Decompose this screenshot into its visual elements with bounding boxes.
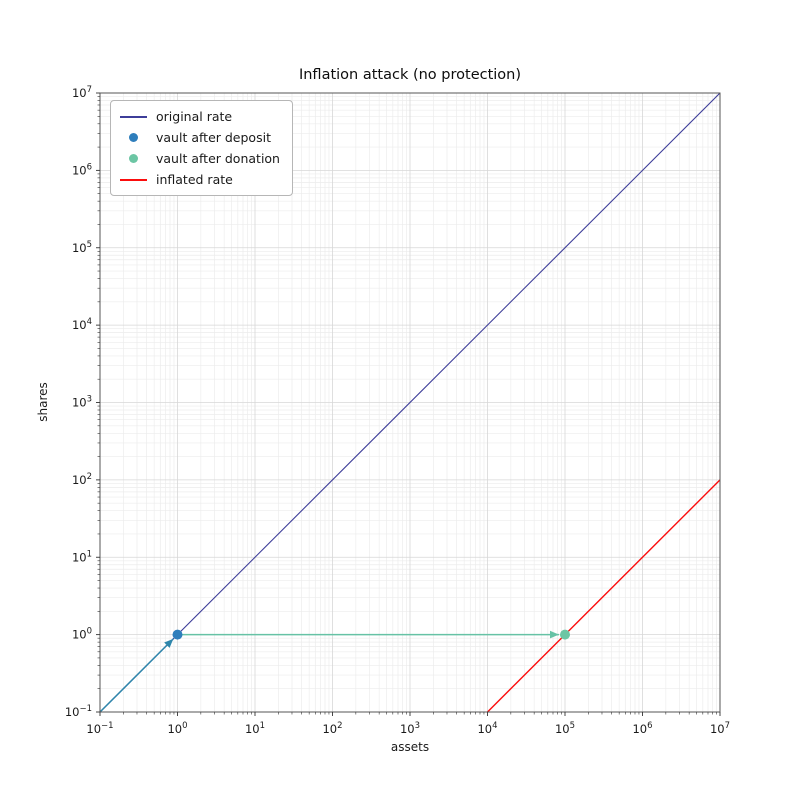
legend-entry-original-rate: original rate (120, 109, 280, 124)
point-vault-after-deposit (172, 629, 183, 640)
arrow-donation-step (177, 630, 559, 639)
arrowhead-donation-step (550, 630, 559, 639)
x-tick-label: 102 (322, 721, 342, 736)
y-tick-label: 106 (72, 162, 92, 177)
arrowhead-deposit-step (164, 638, 174, 648)
x-tick-label: 101 (245, 721, 265, 736)
line-original-rate (99, 92, 721, 713)
y-tick-label: 104 (72, 317, 92, 332)
legend-entry-vault-after-deposit: vault after deposit (120, 130, 280, 145)
x-tick-label: 100 (167, 721, 187, 736)
y-tick-label: 100 (72, 627, 92, 642)
x-axis-label: assets (390, 740, 430, 754)
y-tick-label: 103 (72, 395, 92, 410)
legend-entry-vault-after-donation: vault after donation (120, 151, 280, 166)
legend-dot-marker (120, 132, 147, 144)
legend-label: original rate (156, 109, 233, 124)
arrow-deposit-step (99, 638, 174, 713)
line-inflated-rate (487, 479, 721, 713)
x-tick-label: 104 (477, 721, 497, 736)
chart-title: Inflation attack (no protection) (298, 67, 522, 83)
legend-label: inflated rate (156, 172, 233, 187)
point-vault-after-donation (560, 629, 570, 640)
axis-ticks-and-labels: 10−1 100 101 102 103 104 105 106 107 10−1 100 101 10… (65, 85, 730, 736)
x-tick-label: 10−1 (86, 721, 113, 736)
legend-entry-inflated-rate: inflated rate (120, 172, 280, 187)
x-tick-label: 106 (632, 721, 652, 736)
series (99, 92, 721, 713)
x-tick-label: 107 (710, 721, 730, 736)
legend-line-marker (120, 111, 147, 123)
legend-dot-marker (120, 153, 147, 165)
y-tick-label: 101 (72, 549, 92, 564)
legend: original rate vault after deposit vault af… (110, 100, 293, 196)
x-tick-label: 105 (555, 721, 575, 736)
legend-label: vault after deposit (156, 130, 271, 145)
legend-label: vault after donation (156, 151, 280, 166)
y-tick-label: 10−1 (65, 704, 92, 719)
y-tick-label: 107 (72, 85, 92, 100)
y-axis-label: shares (36, 382, 50, 422)
y-tick-label: 105 (72, 240, 92, 255)
y-tick-label: 102 (72, 472, 92, 487)
x-tick-label: 103 (400, 721, 420, 736)
legend-line-marker (120, 174, 147, 186)
